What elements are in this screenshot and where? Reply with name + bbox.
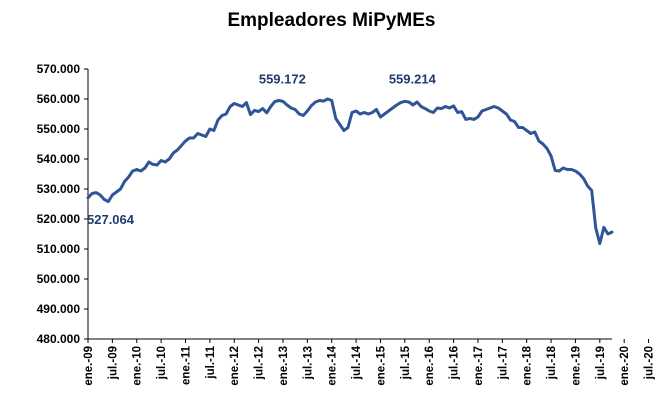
x-tick-label: ene.-09 <box>83 346 95 386</box>
data-label: 559.172 <box>259 71 306 86</box>
y-tick-label: 550.000 <box>37 122 81 136</box>
x-tick-label: jul.-10 <box>156 346 168 380</box>
x-tick-label: ene.-14 <box>327 345 339 385</box>
x-tick-label: ene.-13 <box>278 346 290 386</box>
chart-title: Empleadores MiPyMEs <box>227 10 436 31</box>
data-label: 559.214 <box>389 71 437 86</box>
x-tick-label: ene.-16 <box>424 346 436 386</box>
y-tick-label: 510.000 <box>37 242 81 256</box>
x-tick-label: ene.-15 <box>375 345 387 385</box>
x-tick-label: ene.-18 <box>522 345 534 385</box>
x-tick-label: ene.-20 <box>619 346 631 386</box>
x-tick-label: ene.-11 <box>180 345 192 385</box>
y-tick-label: 520.000 <box>37 212 81 226</box>
x-tick-label: jul.-17 <box>497 346 509 380</box>
y-tick-label: 560.000 <box>37 92 81 106</box>
x-tick-label: jul.-19 <box>595 346 607 380</box>
x-tick-label: jul.-12 <box>254 346 266 380</box>
x-tick-label: jul.-18 <box>546 345 558 380</box>
y-tick-label: 480.000 <box>37 332 81 346</box>
x-tick-label: ene.-12 <box>229 346 241 386</box>
x-tick-label: jul.-16 <box>449 346 461 380</box>
x-tick-label: jul.-13 <box>302 346 314 380</box>
y-tick-label: 570.000 <box>37 62 81 76</box>
y-tick-label: 500.000 <box>37 272 81 286</box>
x-tick-label: jul.-11 <box>205 345 217 379</box>
x-tick-label: ene.-17 <box>473 346 485 386</box>
x-tick-label: jul.-20 <box>644 346 656 380</box>
x-tick-label: jul.-14 <box>351 345 363 380</box>
series-line <box>86 97 614 246</box>
y-tick-label: 540.000 <box>37 152 81 166</box>
data-label: 515.636 <box>605 0 652 3</box>
y-tick-label: 490.000 <box>37 302 81 316</box>
x-tick-label: ene.-10 <box>132 346 144 386</box>
x-tick-label: jul.-09 <box>107 346 119 380</box>
y-tick-label: 530.000 <box>37 182 81 196</box>
x-tick-label: jul.-15 <box>400 345 412 380</box>
data-label: 511.810 <box>579 0 625 3</box>
x-tick-label: ene.-19 <box>570 346 582 386</box>
data-label: 527.064 <box>87 212 135 227</box>
